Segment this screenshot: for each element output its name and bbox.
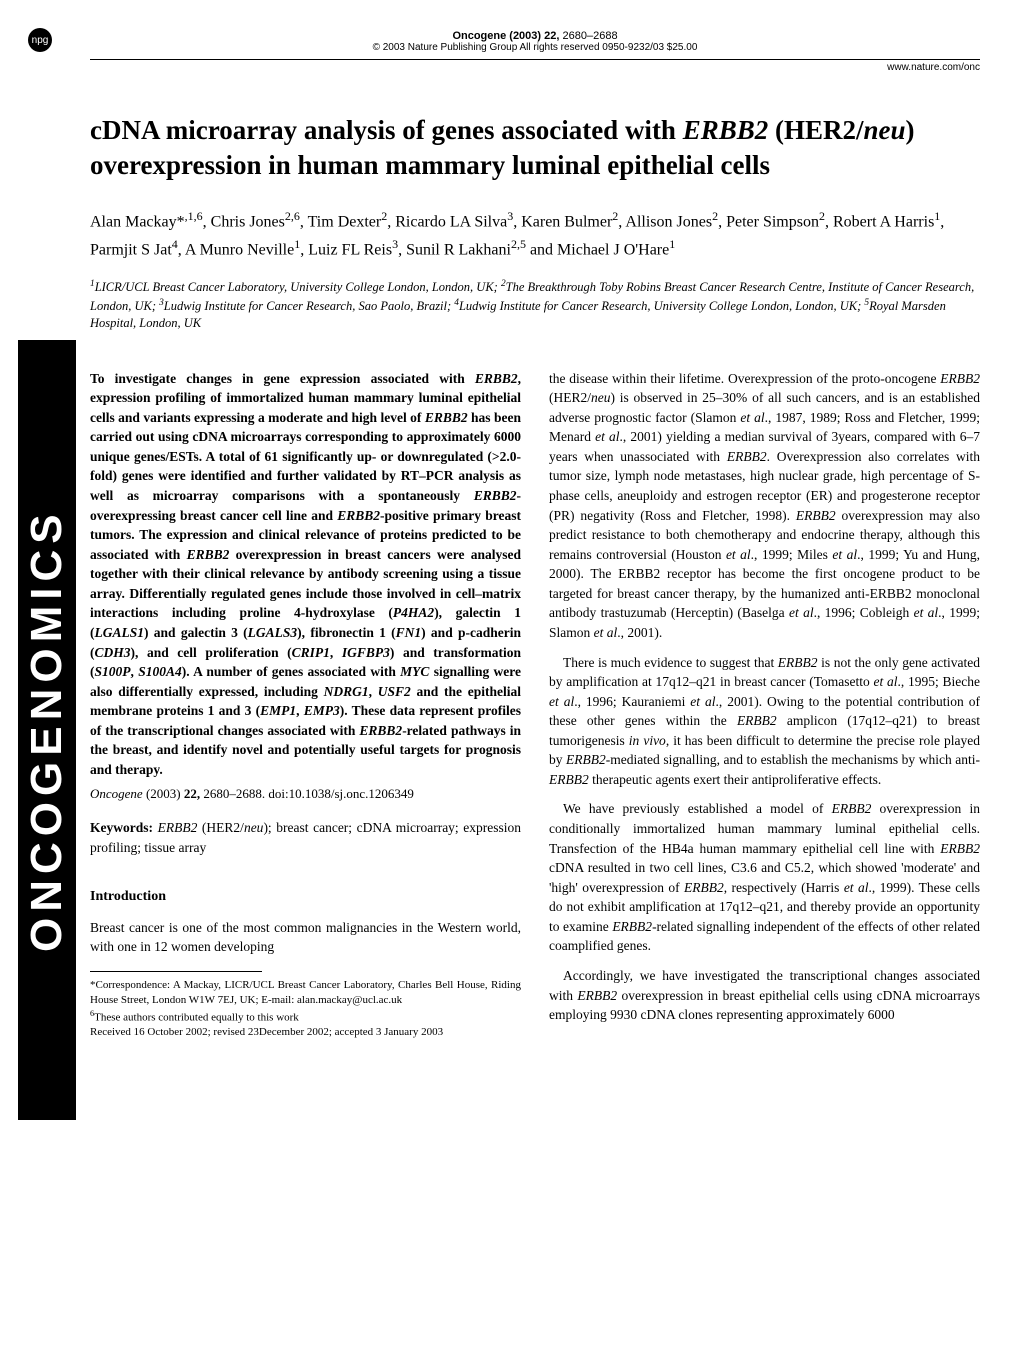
author-list: Alan Mackay*,1,6, Chris Jones2,6, Tim De… (90, 207, 980, 262)
keywords: Keywords: ERBB2 (HER2/neu); breast cance… (90, 818, 521, 857)
body-para-4: Accordingly, we have investigated the tr… (549, 966, 980, 1025)
journal-header: Oncogene (2003) 22, 2680–2688 © 2003 Nat… (90, 30, 980, 53)
journal-pages: 2680–2688 (563, 30, 618, 42)
body-para-3: We have previously established a model o… (549, 799, 980, 956)
abstract: To investigate changes in gene expressio… (90, 369, 521, 780)
intro-paragraph: Breast cancer is one of the most common … (90, 918, 521, 957)
two-column-body: To investigate changes in gene expressio… (90, 369, 980, 1040)
equal-contribution-footnote: 6These authors contributed equally to th… (90, 1008, 521, 1026)
received-footnote: Received 16 October 2002; revised 23Dece… (90, 1025, 521, 1040)
journal-name: Oncogene (2003) 22, (452, 30, 559, 42)
affiliations: 1LICR/UCL Breast Cancer Laboratory, Univ… (90, 278, 980, 333)
correspondence-footnote: *Correspondence: A Mackay, LICR/UCL Brea… (90, 978, 521, 1008)
journal-line: Oncogene (2003) 22, 2680–2688 (90, 30, 980, 42)
left-column: To investigate changes in gene expressio… (90, 369, 521, 1040)
right-column: the disease within their lifetime. Overe… (549, 369, 980, 1040)
body-para-2: There is much evidence to suggest that E… (549, 653, 980, 790)
publisher-badge: npg (28, 28, 52, 52)
body-para-1: the disease within their lifetime. Overe… (549, 369, 980, 643)
article-title: cDNA microarray analysis of genes associ… (90, 113, 980, 183)
keywords-label: Keywords: (90, 820, 153, 835)
section-sidebar: ONCOGENOMICS (18, 340, 76, 1120)
copyright-line: © 2003 Nature Publishing Group All right… (90, 42, 980, 53)
intro-heading: Introduction (90, 887, 521, 907)
footnote-separator (90, 971, 262, 972)
header-rule (90, 59, 980, 60)
citation: Oncogene (2003) 22, 2680–2688. doi:10.10… (90, 785, 521, 804)
journal-url: www.nature.com/onc (90, 62, 980, 73)
